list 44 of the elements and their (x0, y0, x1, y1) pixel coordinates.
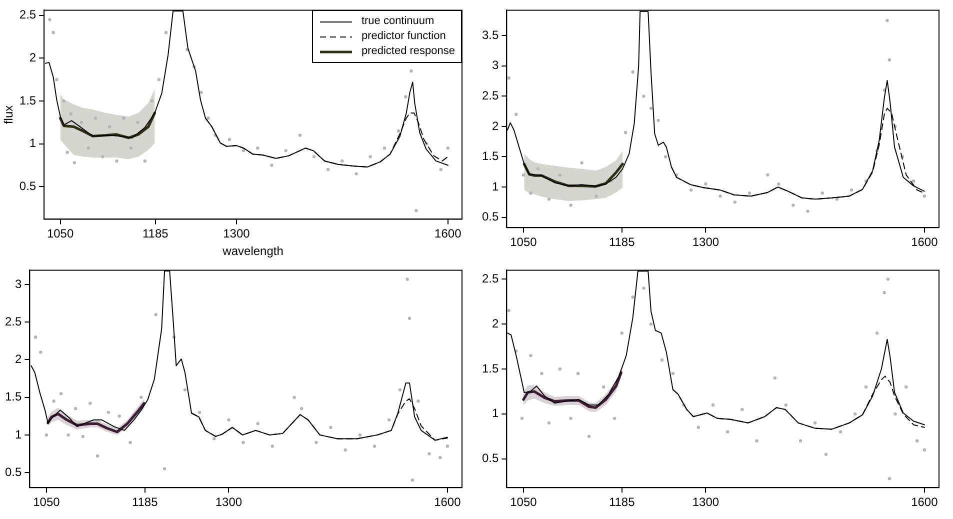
y-tick-label: 2.5 (482, 88, 499, 103)
y-tick-label: 2.5 (19, 8, 36, 22)
y-tick-label: 1 (29, 136, 36, 150)
y-tick-label: 1.5 (4, 390, 22, 404)
x-tick-label: 1050 (510, 235, 538, 250)
y-tick-label: 3 (14, 276, 22, 291)
y-tick-label: 3.5 (482, 28, 499, 42)
y-tick-label: 1.5 (19, 93, 36, 108)
y-tick-label: 2 (492, 316, 499, 330)
y-tick-label: 2 (492, 118, 499, 133)
legend-label: predictor function (361, 29, 446, 44)
y-tick-label: 1 (492, 406, 499, 420)
y-tick-label: 2 (14, 352, 22, 366)
legend-label: true continuum (361, 14, 434, 30)
x-tick-label: 1185 (608, 235, 636, 250)
x-tick-label: 1600 (434, 226, 462, 241)
y-tick-label: 0.5 (482, 210, 499, 224)
y-axis-title: flux (2, 105, 16, 124)
y-tick-label: 0.5 (4, 464, 22, 479)
y-tick-label: 0.5 (19, 178, 36, 193)
x-tick-label: 1185 (132, 495, 158, 510)
x-tick-label: 1300 (223, 226, 250, 241)
y-tick-label: 2 (29, 50, 36, 64)
y-tick-label: 1.5 (482, 361, 499, 376)
y-tick-label: 0.5 (482, 451, 499, 466)
y-tick-label: 1 (14, 427, 22, 442)
x-tick-label: 1600 (911, 495, 938, 510)
x-tick-label: 1050 (46, 226, 74, 241)
legend-label: predicted response (361, 44, 455, 60)
x-tick-label: 1300 (692, 235, 720, 250)
x-tick-label: 1600 (911, 235, 938, 250)
y-tick-label: 1.5 (482, 149, 499, 164)
x-tick-label: 1300 (215, 495, 242, 510)
x-tick-label: 1185 (608, 495, 636, 510)
y-tick-label: 1 (492, 179, 499, 194)
y-tick-label: 3 (492, 58, 499, 72)
x-tick-label: 1600 (434, 495, 462, 510)
x-tick-label: 1300 (692, 495, 720, 510)
y-tick-label: 2.5 (482, 271, 499, 286)
x-tick-label: 1050 (510, 495, 538, 510)
x-axis-title: wavelength (222, 244, 284, 258)
y-tick-label: 2.5 (4, 314, 22, 328)
x-tick-label: 1185 (142, 226, 169, 241)
x-tick-label: 1050 (33, 495, 60, 510)
